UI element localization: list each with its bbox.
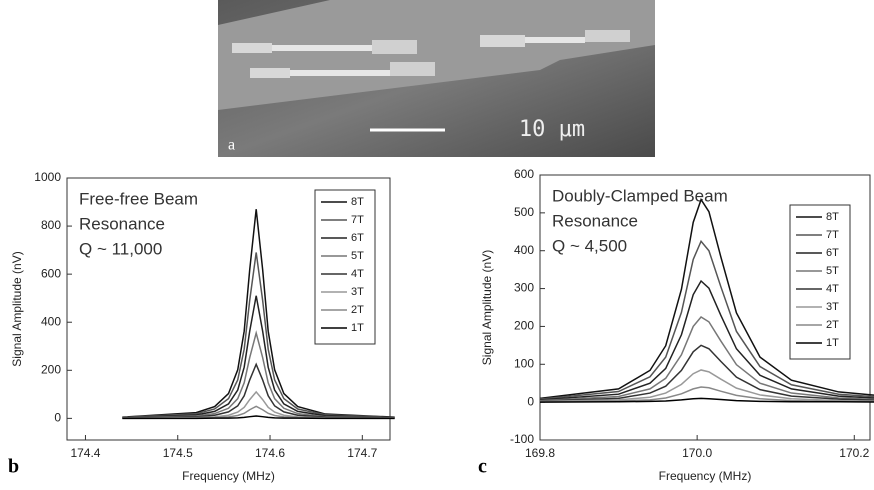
legend-label: 4T <box>826 283 839 295</box>
legend-label: 8T <box>351 196 364 208</box>
y-tick-label: 300 <box>514 281 534 295</box>
annotation: Q ~ 4,500 <box>552 236 627 255</box>
x-tick-label: 174.5 <box>163 446 193 460</box>
legend-label: 2T <box>826 319 839 331</box>
series-line <box>122 333 394 418</box>
legend-label: 6T <box>351 232 364 244</box>
sem-image: 10 μm a <box>218 0 655 157</box>
y-tick-label: 200 <box>514 319 534 333</box>
legend-label: 5T <box>351 250 364 262</box>
legend-label: 3T <box>826 301 839 313</box>
x-tick-label: 174.6 <box>255 446 285 460</box>
x-axis-label: Frequency (MHz) <box>182 469 275 483</box>
panel-label: a <box>228 137 235 154</box>
legend-label: 6T <box>826 247 839 259</box>
legend-label: 2T <box>351 304 364 316</box>
annotation: Q ~ 11,000 <box>79 239 162 258</box>
panel-label: b <box>8 456 19 478</box>
legend-label: 8T <box>826 211 839 223</box>
y-tick-label: 1000 <box>34 170 61 184</box>
legend-label: 3T <box>351 286 364 298</box>
legend-box <box>790 205 850 359</box>
y-tick-label: 500 <box>514 205 534 219</box>
panel-label: c <box>478 456 487 478</box>
x-tick-label: 169.8 <box>525 446 555 460</box>
x-tick-label: 174.7 <box>347 446 377 460</box>
legend-label: 1T <box>826 337 839 349</box>
legend-label: 5T <box>826 265 839 277</box>
annotation: Resonance <box>79 214 165 233</box>
y-tick-label: 800 <box>41 218 61 232</box>
legend-label: 7T <box>826 229 839 241</box>
legend-box <box>315 190 375 344</box>
y-tick-label: -100 <box>510 432 534 446</box>
y-tick-label: 400 <box>514 243 534 257</box>
annotation: Free-free Beam <box>79 189 198 208</box>
x-axis-label: Frequency (MHz) <box>659 469 752 483</box>
y-tick-label: 600 <box>41 266 61 280</box>
y-tick-label: 400 <box>41 314 61 328</box>
y-tick-label: 0 <box>527 394 534 408</box>
x-tick-label: 170.0 <box>682 446 712 460</box>
y-axis-label: Signal Amplitude (nV) <box>480 250 494 365</box>
y-tick-label: 100 <box>514 356 534 370</box>
legend-label: 7T <box>351 214 364 226</box>
legend-label: 4T <box>351 268 364 280</box>
annotation: Resonance <box>552 211 638 230</box>
figure: 10 μm a 174.4 174.5 174.6 174.7 0 200 400 600 80… <box>0 0 874 490</box>
x-tick-label: 174.4 <box>70 446 100 460</box>
legend-label: 1T <box>351 322 364 334</box>
series-line <box>122 364 394 418</box>
y-axis-label: Signal Amplitude (nV) <box>10 251 24 366</box>
scale-bar-label: 10 μm <box>519 117 585 142</box>
annotation: Doubly-Clamped Beam <box>552 186 728 205</box>
y-tick-label: 600 <box>514 167 534 181</box>
y-tick-label: 200 <box>41 362 61 376</box>
y-tick-label: 0 <box>54 411 61 425</box>
x-tick-label: 170.2 <box>839 446 869 460</box>
